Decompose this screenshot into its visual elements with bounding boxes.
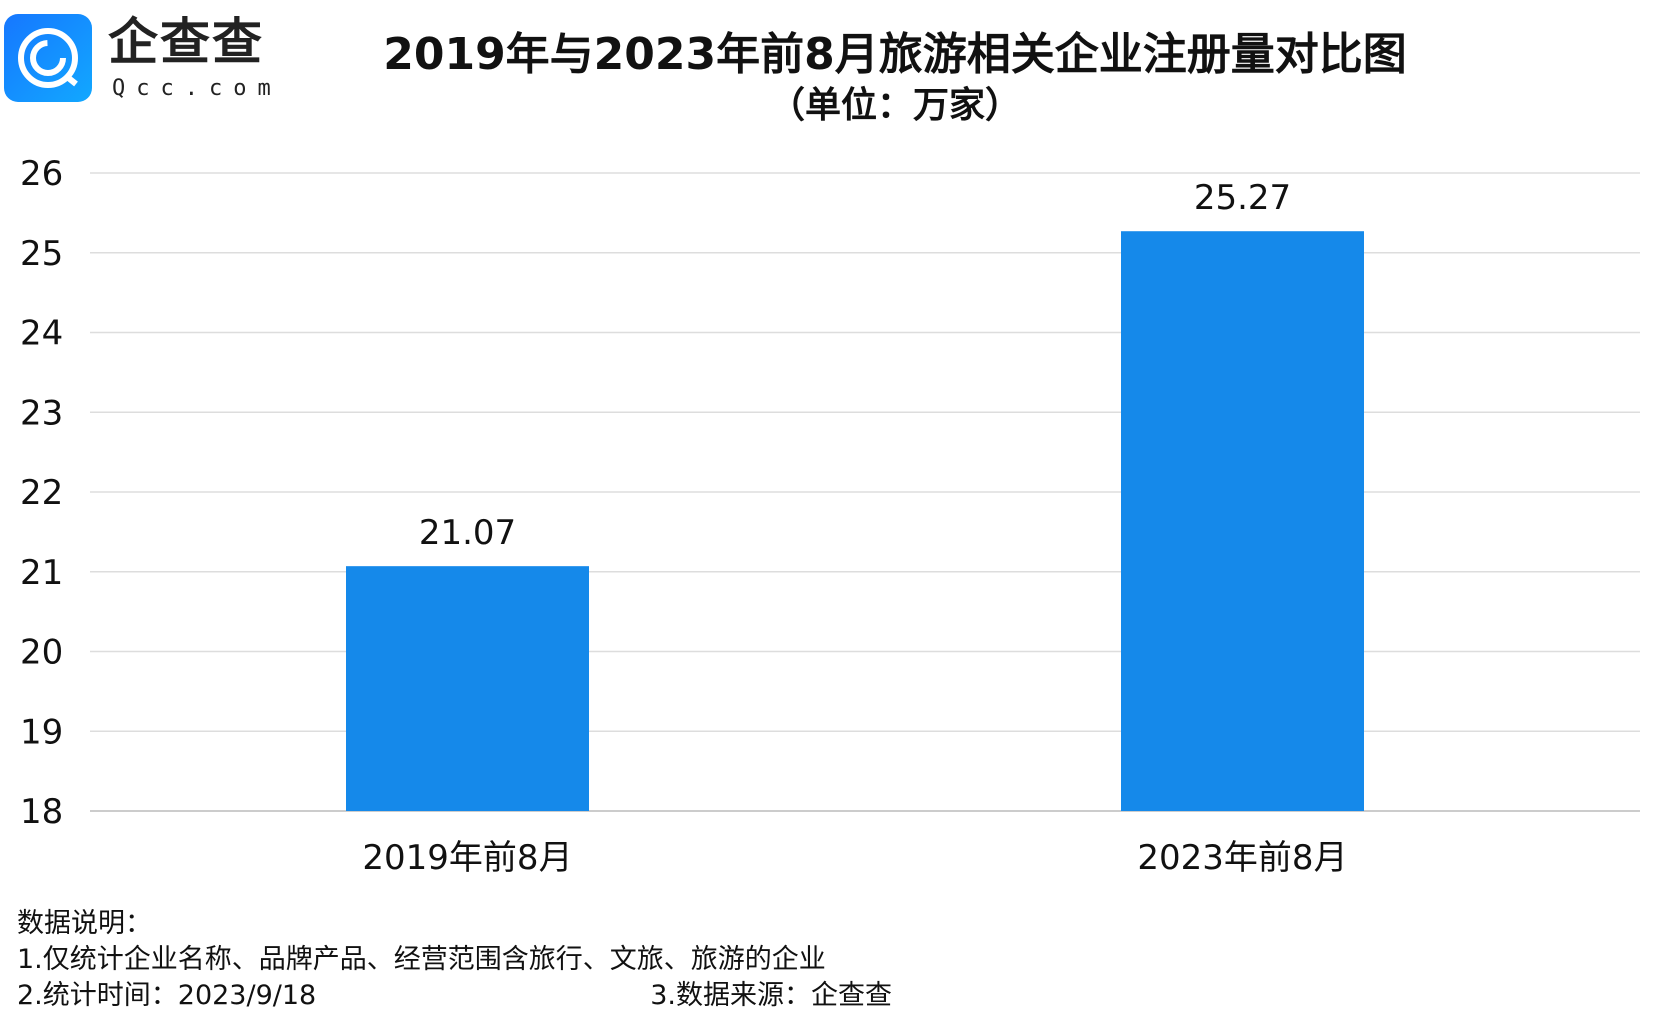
logo-name: 企查查: [108, 13, 264, 71]
bar: [346, 566, 589, 811]
chart-subtitle: （单位：万家）: [768, 85, 1021, 126]
qcc-logo-icon: [4, 14, 92, 102]
logo-sub: Qcc.com: [112, 76, 282, 101]
y-tick-label: 24: [20, 314, 63, 354]
bar: [1121, 231, 1364, 811]
chart-title: 2019年与2023年前8月旅游相关企业注册量对比图: [383, 29, 1407, 80]
y-tick-label: 19: [20, 712, 63, 752]
y-tick-label: 26: [20, 154, 63, 194]
notes-heading: 数据说明：: [17, 908, 152, 939]
y-tick-label: 18: [20, 792, 63, 832]
data-notes: 数据说明： 1.仅统计企业名称、品牌产品、经营范围含旅行、文旅、旅游的企业 2.…: [17, 906, 892, 1014]
y-tick-label: 25: [20, 234, 63, 274]
x-tick-label: 2019年前8月: [362, 838, 572, 878]
x-tick-label: 2023年前8月: [1137, 838, 1347, 878]
data-label: 25.27: [1194, 178, 1291, 218]
notes-line3: 3.数据来源：企查查: [650, 980, 892, 1011]
y-tick-label: 21: [20, 553, 63, 593]
data-label: 21.07: [419, 513, 516, 553]
notes-line2: 2.统计时间：2023/9/18: [17, 980, 317, 1011]
notes-line1: 1.仅统计企业名称、品牌产品、经营范围含旅行、文旅、旅游的企业: [17, 944, 826, 975]
y-tick-label: 22: [20, 473, 63, 513]
y-tick-label: 23: [20, 393, 63, 433]
y-tick-label: 20: [20, 633, 63, 673]
